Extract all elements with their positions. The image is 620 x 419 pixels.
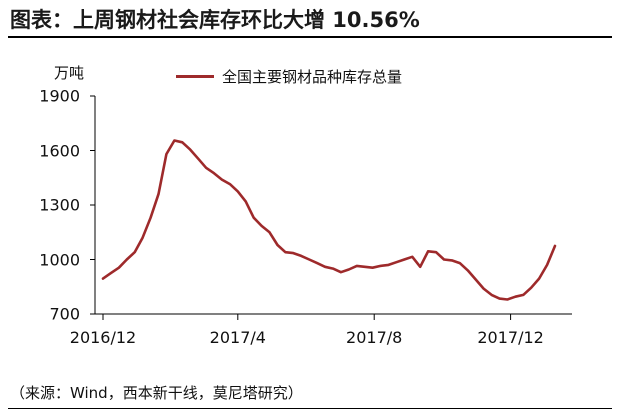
title-divider <box>8 36 612 38</box>
x-tick-label: 2017/4 <box>209 328 266 347</box>
y-tick-label: 1000 <box>39 250 80 269</box>
y-tick-label: 1900 <box>39 86 80 106</box>
y-tick-label: 1300 <box>39 195 80 215</box>
x-tick-label: 2016/12 <box>69 328 137 347</box>
y-tick-label: 700 <box>49 304 80 324</box>
source-note: （来源：Wind，西本新干线，莫尼塔研究） <box>10 384 303 402</box>
x-tick-label: 2017/8 <box>346 328 403 347</box>
legend-swatch <box>176 74 214 78</box>
bottom-divider <box>8 408 612 409</box>
y-tick-label: 1600 <box>39 141 80 160</box>
figure-title: 图表：上周钢材社会库存环比大增 10.56% <box>10 8 420 32</box>
series-line-inventory <box>101 139 557 301</box>
legend-label: 全国主要钢材品种库存总量 <box>222 67 403 86</box>
x-tick-label: 2017/12 <box>477 328 544 347</box>
y-axis-unit: 万吨 <box>54 64 85 82</box>
legend: 全国主要钢材品种库存总量 <box>176 66 402 86</box>
